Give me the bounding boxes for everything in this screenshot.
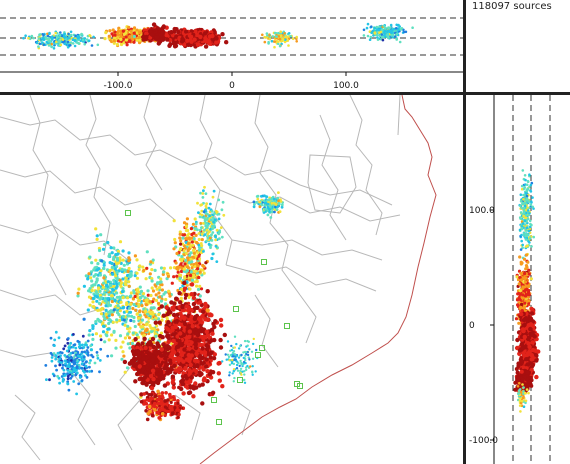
- county-boundaries: [0, 95, 401, 461]
- side-projection-plot[interactable]: 100.0 0 -100.0: [466, 95, 570, 464]
- top-source-points: [22, 22, 414, 50]
- side-source-points: [513, 169, 541, 413]
- top-x-ticks: -100.0 0 100.0: [103, 72, 359, 91]
- horizontal-divider[interactable]: [0, 92, 570, 95]
- map-source-points: [44, 185, 284, 422]
- side-projection-panel[interactable]: 100.0 0 -100.0: [466, 95, 570, 464]
- top-projection-panel[interactable]: -100.0 0 100.0: [0, 0, 463, 92]
- map-panel[interactable]: [0, 95, 463, 464]
- station-markers: [125, 210, 303, 425]
- top-x-tick-label: 100.0: [333, 81, 359, 91]
- plan-view-map[interactable]: [0, 95, 463, 464]
- side-y-tick-label: 100.0: [469, 206, 495, 216]
- top-projection-plot[interactable]: -100.0 0 100.0: [0, 0, 463, 92]
- coastline-boundary: [199, 95, 437, 464]
- side-y-tick-label: 0: [469, 321, 475, 331]
- side-y-ticks: 100.0 0 -100.0: [469, 206, 498, 446]
- count-panel: 118097 sources: [466, 0, 570, 92]
- top-x-tick-label: -100.0: [103, 81, 132, 91]
- side-y-tick-label: -100.0: [469, 436, 498, 446]
- source-count-label: 118097 sources: [472, 1, 552, 12]
- top-x-tick-label: 0: [229, 81, 235, 91]
- vertical-divider[interactable]: [463, 0, 466, 464]
